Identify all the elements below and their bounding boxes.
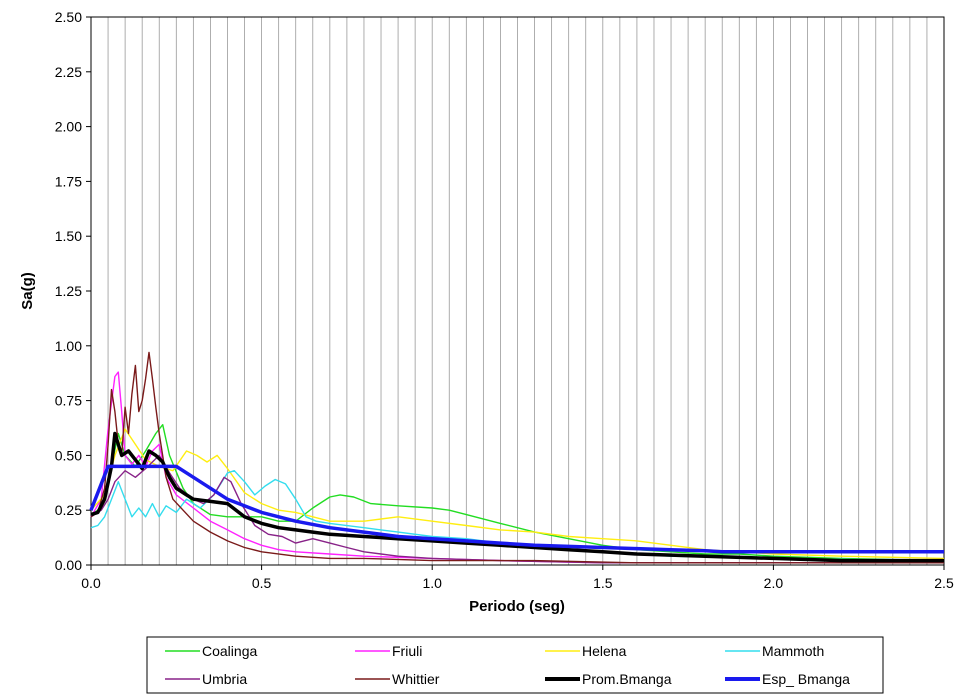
legend-box [146,636,884,694]
series-line-umbria [90,454,944,564]
y-tick-label: 1.00 [55,338,82,354]
y-tick-label: 1.25 [55,283,82,299]
y-axis-ticks: 0.00 0.25 0.50 0.75 1.00 1.25 1.50 1.75 2.00 2.25… [55,9,91,573]
series-line-esp-bmanga [89,464,944,554]
legend-label-coalinga: Coalinga [202,643,257,659]
x-tick-label: 1.0 [422,575,442,591]
x-tick-label: 0.0 [81,575,101,591]
legend-label-prom-bmanga: Prom.Bmanga [582,671,672,687]
y-tick-label: 0.50 [55,447,82,463]
legend-label-umbria: Umbria [202,671,247,687]
x-tick-label: 0.5 [252,575,272,591]
y-tick-label: 0.75 [55,393,82,409]
y-tick-label: 2.50 [55,9,82,25]
x-axis-ticks: 0.0 0.5 1.0 1.5 2.0 2.5 [81,565,954,591]
y-tick-label: 2.25 [55,64,82,80]
y-axis-title: Sa(g) [19,272,36,310]
y-tick-label: 0.00 [55,557,82,573]
legend-label-helena: Helena [582,643,627,659]
x-axis-title: Periodo (seg) [469,598,565,615]
y-tick-label: 0.25 [55,502,82,518]
series-line-helena [90,428,945,560]
x-tick-label: 2.0 [764,575,784,591]
legend-label-whittier: Whittier [392,671,440,687]
legend-label-esp-bmanga: Esp_ Bmanga [762,671,850,687]
series-line-prom-bmanga [90,431,944,563]
legend: Coalinga Friuli Helena Mammoth Umbria Whittie… [146,636,884,694]
y-tick-label: 2.00 [55,119,82,135]
legend-label-friuli: Friuli [392,643,422,659]
x-tick-label: 1.5 [593,575,613,591]
x-tick-label: 2.5 [934,575,954,591]
series-line-whittier [90,351,944,564]
series-lines [89,351,945,564]
y-tick-label: 1.75 [55,173,82,189]
y-tick-label: 1.50 [55,228,82,244]
legend-label-mammoth: Mammoth [762,643,824,659]
vertical-grid [107,17,928,565]
